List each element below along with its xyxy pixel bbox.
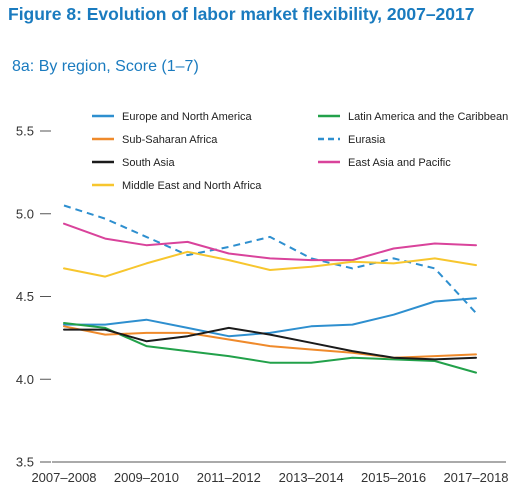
- x-tick-label: 2013–2014: [279, 470, 344, 485]
- series-line-5: [63, 222, 477, 262]
- y-tick-label: 5.0: [16, 206, 34, 221]
- x-tick-label: 2007–2008: [31, 470, 96, 485]
- series-line-4: [63, 326, 477, 361]
- x-tick-label: 2011–2012: [197, 470, 261, 485]
- x-tick-label: 2009–2010: [114, 470, 179, 485]
- x-tick-label: 2017–2018: [443, 470, 508, 485]
- legend-label-4: South Asia: [122, 157, 175, 169]
- x-tick-label: 2015–2016: [361, 470, 426, 485]
- series-line-6: [63, 250, 477, 278]
- chart-title: Figure 8: Evolution of labor market flex…: [8, 4, 475, 24]
- axes: 3.5 4.0 4.5 5.0 5.5 2007–2008 2009–2010 2011–20…: [16, 124, 509, 486]
- series-line-2: [63, 325, 477, 359]
- legend-label-0: Europe and North America: [122, 111, 253, 123]
- legend-label-6: Middle East and North Africa: [122, 180, 262, 192]
- series-layer: [63, 204, 477, 374]
- y-tick-label: 3.5: [16, 455, 34, 470]
- y-tick-label: 4.5: [16, 289, 34, 304]
- series-line-1: [63, 322, 477, 374]
- legend-label-5: East Asia and Pacific: [348, 157, 451, 169]
- legend-label-1: Latin America and the Caribbean: [348, 111, 508, 123]
- series-line-0: [63, 297, 477, 338]
- y-tick-label: 4.0: [16, 372, 34, 387]
- chart-subtitle: 8a: By region, Score (1–7): [12, 58, 199, 75]
- legend-label-3: Eurasia: [348, 134, 386, 146]
- legend-label-2: Sub-Saharan Africa: [122, 134, 218, 146]
- y-tick-label: 5.5: [16, 124, 34, 139]
- legend: Europe and North America Latin America an…: [92, 111, 508, 192]
